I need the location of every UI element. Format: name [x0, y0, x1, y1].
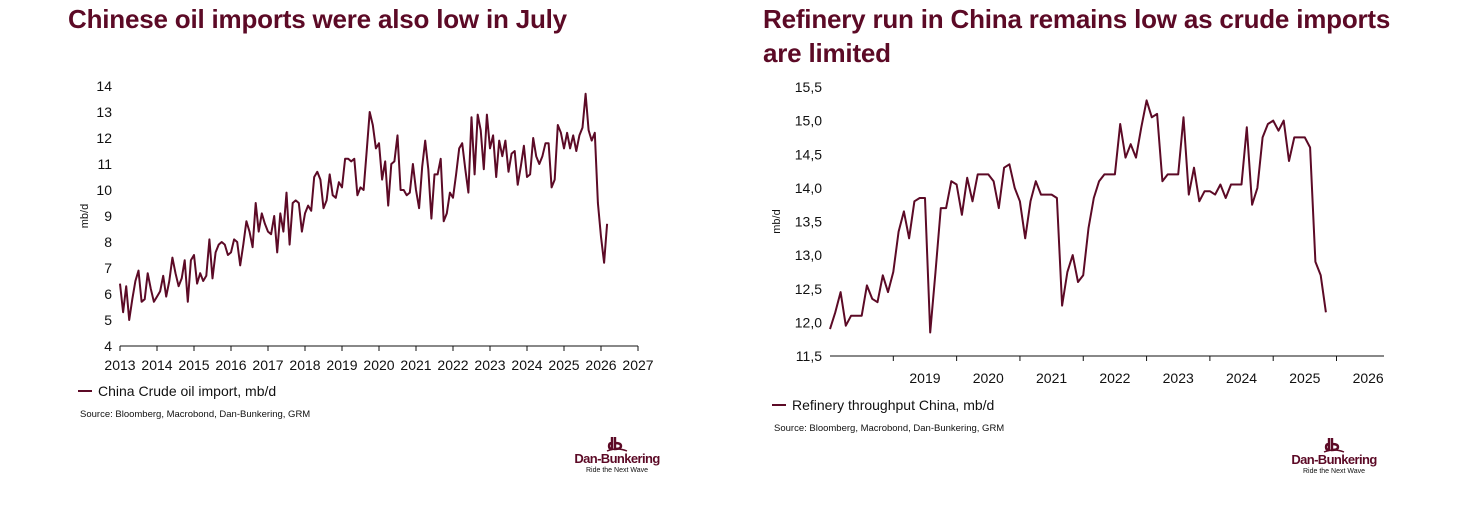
y-tick-label: 14,5 [795, 146, 822, 162]
x-tick-label: 2013 [104, 357, 135, 373]
y-axis-title: mb/d [79, 204, 91, 228]
x-tick-label: 2026 [585, 357, 616, 373]
chart-panel-refinery: Refinery run in China remains low as cru… [736, 0, 1472, 510]
x-tick-label: 2024 [511, 357, 542, 373]
y-tick-label: 15,5 [795, 79, 822, 95]
y-tick-label: 12,0 [795, 314, 822, 330]
x-tick-label: 2025 [1289, 370, 1320, 386]
brand-logo: Dan-Bunkering Ride the Next Wave [567, 436, 667, 475]
legend-label: Refinery throughput China, mb/d [792, 397, 995, 413]
legend-label: China Crude oil import, mb/d [98, 383, 277, 399]
x-tick-label: 2020 [973, 370, 1004, 386]
y-axis-title: mb/d [771, 209, 783, 233]
y-tick-label: 14,0 [795, 180, 822, 196]
line-chart-refinery: 2019 2020 2021 2022 2023 2024 2025 2026 11,5 12,0… [771, 79, 1384, 386]
y-tick-label: 14 [96, 78, 112, 94]
brand-logo: Dan-Bunkering Ride the Next Wave [1284, 437, 1384, 476]
x-tick-label: 2021 [400, 357, 431, 373]
y-tick-label: 7 [104, 260, 112, 276]
x-tick-label: 2024 [1226, 370, 1257, 386]
y-tick-label: 13 [96, 104, 112, 120]
x-tick-label: 2018 [289, 357, 320, 373]
y-tick-label: 11 [97, 156, 112, 172]
x-tick-label: 2017 [252, 357, 283, 373]
y-tick-label: 8 [104, 234, 112, 250]
brand-name: Dan-Bunkering [1291, 452, 1377, 467]
db-logo-icon [1323, 438, 1345, 453]
series-line [119, 92, 609, 321]
y-tick-label: 4 [104, 338, 112, 354]
legend: China Crude oil import, mb/d [78, 383, 276, 399]
y-tick-label: 13,0 [795, 247, 822, 263]
y-tick-label: 5 [104, 312, 112, 328]
series-line [829, 99, 1327, 334]
db-logo-icon [606, 437, 628, 452]
source-note: Source: Bloomberg, Macrobond, Dan-Bunker… [80, 409, 311, 420]
legend-swatch [78, 390, 92, 392]
y-tick-label: 12,5 [795, 281, 822, 297]
legend: Refinery throughput China, mb/d [772, 397, 994, 413]
x-tick-label: 2023 [1163, 370, 1194, 386]
x-tick-label: 2019 [326, 357, 357, 373]
brand-tagline: Ride the Next Wave [586, 467, 648, 474]
x-tick-label: 2022 [437, 357, 468, 373]
x-tick-label: 2015 [178, 357, 209, 373]
brand-name: Dan-Bunkering [574, 451, 660, 466]
x-tick-label: 2021 [1036, 370, 1067, 386]
y-tick-label: 6 [104, 286, 112, 302]
x-tick-label: 2020 [363, 357, 394, 373]
x-tick-label: 2025 [548, 357, 579, 373]
chart-title: Refinery run in China remains low as cru… [763, 4, 1391, 68]
y-tick-label: 12 [96, 130, 112, 146]
y-tick-label: 10 [96, 182, 112, 198]
brand-tagline: Ride the Next Wave [1303, 468, 1365, 475]
legend-swatch [772, 404, 786, 406]
x-tick-label: 2026 [1353, 370, 1384, 386]
x-tick-label: 2023 [474, 357, 505, 373]
x-tick-label: 2014 [141, 357, 172, 373]
chart-title: Chinese oil imports were also low in Jul… [68, 4, 567, 34]
y-tick-label: 11,5 [796, 348, 822, 364]
x-tick-label: 2022 [1099, 370, 1130, 386]
x-tick-label: 2027 [622, 357, 653, 373]
chart-panel-imports: Chinese oil imports were also low in Jul… [68, 4, 667, 475]
y-tick-label: 9 [104, 208, 112, 224]
x-tick-label: 2016 [215, 357, 246, 373]
y-tick-label: 13,5 [795, 214, 822, 230]
x-tick-label: 2019 [909, 370, 940, 386]
y-tick-label: 15,0 [795, 113, 822, 129]
source-note: Source: Bloomberg, Macrobond, Dan-Bunker… [774, 423, 1005, 434]
line-chart-imports: 2013 2014 2015 2016 2017 2018 2019 2020 2021 2022… [79, 78, 654, 373]
